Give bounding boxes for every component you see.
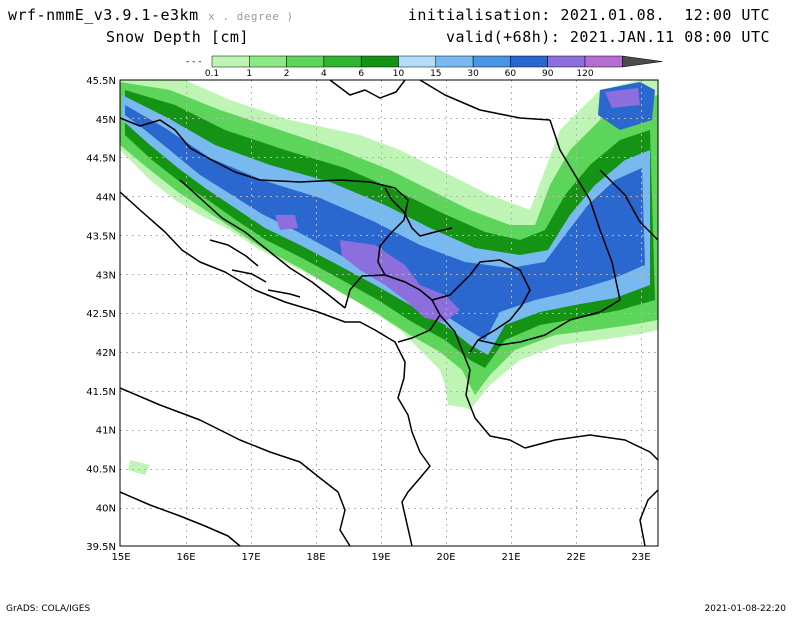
lat-label: 39.5N	[86, 542, 116, 553]
border-slovenia-croatia	[120, 117, 209, 159]
footer-software: GrADS: COLA/IGES	[6, 604, 91, 614]
colorbar-box	[360, 55, 399, 68]
valid-time: valid(+68h): 2021.JAN.11 08:00 UTC	[445, 28, 770, 46]
colorbar-box	[547, 55, 586, 68]
border-albania-east	[439, 314, 526, 449]
lon-label: 23E	[631, 552, 650, 563]
border-montenegro	[344, 274, 441, 343]
colorbar-box	[286, 55, 325, 68]
coastline-italy-heel	[120, 387, 351, 546]
init-time: initialisation: 2021.01.08. 12:00 UTC	[407, 6, 770, 24]
lat-label: 43N	[96, 270, 116, 281]
lat-label: 41.5N	[86, 387, 116, 398]
colorbar-box	[472, 55, 511, 68]
lat-label: 44N	[96, 193, 116, 204]
model-title: wrf-nmmE_v3.9.1-e3km x . degree )	[8, 6, 294, 24]
lon-label: 15E	[111, 552, 130, 563]
colorbar-box	[249, 55, 287, 68]
lat-label: 43.5N	[86, 231, 116, 242]
border-macedonia	[477, 299, 621, 346]
colorbar-label: 1	[246, 69, 252, 79]
lat-label: 40N	[96, 503, 116, 514]
colorbar-label: 30	[467, 69, 479, 79]
map-area	[120, 80, 658, 546]
colorbar-label: 90	[542, 69, 554, 79]
border-serbia-bulgaria	[549, 119, 621, 301]
river-border-hungary	[329, 80, 406, 99]
colorbar-box	[584, 55, 623, 68]
border-bosnia-serbia	[377, 219, 405, 276]
colorbar-box	[435, 55, 474, 68]
lat-label: 42.5N	[86, 309, 116, 320]
lat-label: 45N	[96, 115, 116, 126]
model-units: x . degree )	[208, 10, 294, 23]
coastline-italy	[120, 491, 241, 546]
lat-label: 42N	[96, 348, 116, 359]
border-serbia-romania	[419, 80, 551, 121]
island-coast-1	[209, 239, 259, 267]
colorbar: - - - 0.1 1 2 4 6 10 15 30 60 90 120	[186, 55, 663, 79]
coastlines-borders	[120, 80, 658, 546]
lat-label: 44.5N	[86, 154, 116, 165]
colorbar-below-marker: - - -	[186, 57, 201, 67]
snow-level-purple	[275, 88, 640, 322]
island-coast-3	[267, 289, 301, 298]
colorbar-label: 15	[430, 69, 441, 79]
coastline-adriatic	[120, 191, 431, 546]
border-serbia-kosovo	[431, 259, 531, 353]
colorbar-box	[510, 55, 548, 68]
lat-label: 40.5N	[86, 465, 116, 476]
longitude-labels: 15E 16E 17E 18E 19E 20E 21E 22E 23E	[111, 552, 650, 563]
colorbar-label: 2	[284, 69, 290, 79]
lon-label: 19E	[371, 552, 390, 563]
colorbar-labels: 0.1 1 2 4 6 10 15 30 60 90 120	[205, 69, 594, 79]
field-title: Snow Depth [cm]	[106, 28, 249, 46]
colorbar-label: 4	[321, 69, 327, 79]
lon-label: 17E	[241, 552, 260, 563]
island-coast-2	[231, 269, 267, 283]
colorbar-box	[398, 55, 437, 68]
colorbar-boxes	[211, 55, 663, 68]
colorbar-label: 6	[358, 69, 364, 79]
colorbar-label: 0.1	[205, 69, 219, 79]
border-greece-north	[524, 434, 658, 461]
border-bulgaria-north	[599, 169, 658, 241]
map-frame	[119, 79, 659, 547]
border-croatia-bosnia-north	[207, 157, 409, 221]
lon-label: 20E	[436, 552, 455, 563]
coastline-greece-aegean	[639, 489, 658, 546]
latitude-labels: 45.5N 45N 44.5N 44N 43.5N 43N 42.5N 42N 41.5N 41N…	[86, 76, 116, 553]
lon-label: 16E	[176, 552, 195, 563]
border-bosnia-west	[179, 179, 346, 309]
border-bosnia-croatia-east	[384, 187, 453, 237]
colorbar-arrow	[622, 55, 663, 68]
footer-timestamp: 2021-01-08-22:20	[704, 604, 787, 614]
lon-label: 18E	[306, 552, 325, 563]
lon-label: 21E	[501, 552, 520, 563]
lat-label: 41N	[96, 426, 116, 437]
colorbar-label: 10	[393, 69, 405, 79]
colorbar-box	[211, 55, 250, 68]
model-name: wrf-nmmE_v3.9.1-e3km	[8, 6, 199, 24]
colorbar-label: 60	[505, 69, 517, 79]
lon-label: 22E	[566, 552, 585, 563]
lat-label: 45.5N	[86, 76, 116, 87]
colorbar-box	[323, 55, 362, 68]
colorbar-label: 120	[576, 69, 593, 79]
